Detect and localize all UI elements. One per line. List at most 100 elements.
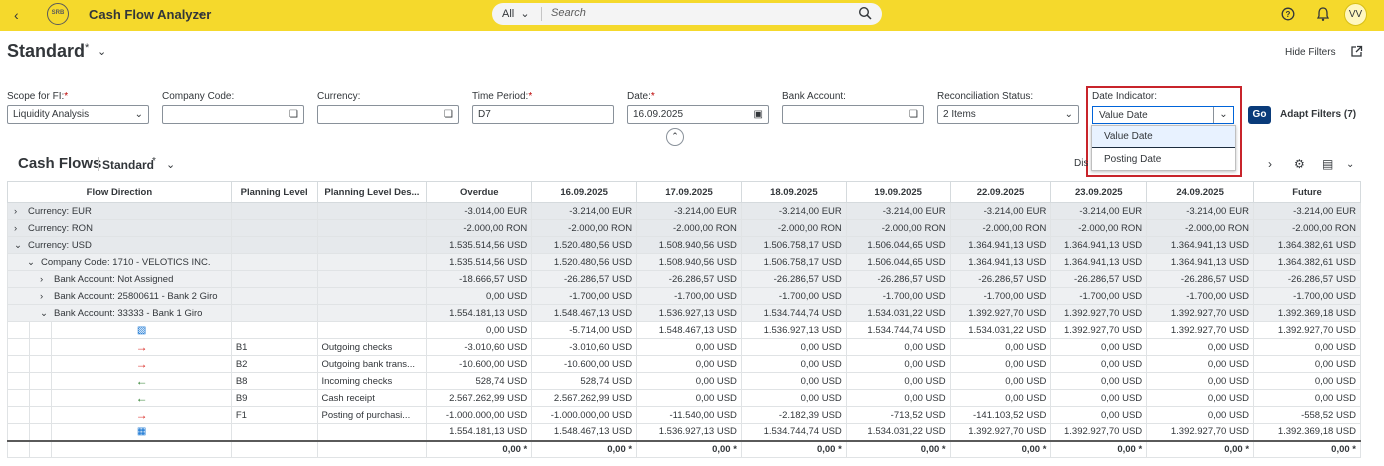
expand-chevron-icon[interactable]: › [14, 222, 18, 234]
amount-cell[interactable]: 0,00 USD [1146, 338, 1255, 356]
amount-cell[interactable]: 0,00 * [949, 439, 1052, 458]
column-header[interactable]: Overdue [426, 181, 533, 203]
amount-cell[interactable]: -3.214,00 EUR [531, 202, 638, 220]
amount-cell[interactable]: -1.700,00 USD [636, 287, 742, 305]
search-icon[interactable] [858, 6, 872, 20]
table-row[interactable]: ▧ 0,00 USD -5.714,00 USD 1.548.467,13 USD 1.… [6, 321, 1361, 339]
amount-cell[interactable]: 0,00 * [531, 439, 638, 458]
amount-cell[interactable]: -26.286,57 USD [1146, 270, 1255, 288]
calendar-icon[interactable]: ▣ [753, 109, 763, 120]
amount-cell[interactable]: -1.700,00 USD [740, 287, 847, 305]
amount-cell[interactable]: 0,00 USD [1050, 355, 1148, 373]
amount-cell[interactable]: 0,00 USD [1050, 389, 1148, 407]
amount-cell[interactable]: -1.700,00 USD [1050, 287, 1148, 305]
amount-cell[interactable]: 528,74 USD [426, 372, 533, 390]
time-period-input[interactable]: D7 [472, 105, 614, 124]
amount-cell[interactable]: -2.000,00 RON [426, 219, 533, 237]
amount-cell[interactable]: 1.392.927,70 USD [1146, 304, 1255, 322]
amount-cell[interactable]: 1.520.480,56 USD [531, 253, 638, 271]
amount-cell[interactable]: 1.520.480,56 USD [531, 236, 638, 254]
amount-cell[interactable]: 0,00 USD [426, 321, 533, 339]
settings-gear-icon[interactable]: ⚙ [1294, 157, 1305, 171]
expand-chevron-icon[interactable]: › [14, 205, 18, 217]
amount-cell[interactable]: 0,00 USD [1146, 355, 1255, 373]
table-variant-chevron-down-icon[interactable]: ⌄ [166, 159, 176, 171]
amount-cell[interactable]: -26.286,57 USD [845, 270, 951, 288]
amount-cell[interactable]: 528,74 USD [531, 372, 638, 390]
amount-cell[interactable]: 0,00 USD [845, 338, 951, 356]
hide-filters-button[interactable]: Hide Filters [1285, 47, 1336, 58]
amount-cell[interactable]: 0,00 USD [949, 355, 1052, 373]
amount-cell[interactable]: -558,52 USD [1253, 406, 1361, 424]
amount-cell[interactable]: 1.535.514,56 USD [426, 236, 533, 254]
amount-cell[interactable]: -3.214,00 EUR [1050, 202, 1148, 220]
column-header[interactable]: 18.09.2025 [740, 181, 847, 203]
amount-cell[interactable]: 1.548.467,13 USD [531, 423, 638, 441]
amount-cell[interactable]: -3.214,00 EUR [949, 202, 1052, 220]
bank-account-input[interactable]: ❏ [782, 105, 924, 124]
page-variant-title[interactable]: Standard [7, 41, 86, 61]
amount-cell[interactable]: 1.392.927,70 USD [1253, 321, 1361, 339]
amount-cell[interactable]: 0,00 USD [636, 372, 742, 390]
amount-cell[interactable]: -3.214,00 EUR [845, 202, 951, 220]
amount-cell[interactable]: -2.000,00 RON [740, 219, 847, 237]
amount-cell[interactable]: 0,00 USD [636, 355, 742, 373]
amount-cell[interactable]: 0,00 USD [1253, 338, 1361, 356]
amount-cell[interactable]: 0,00 USD [949, 389, 1052, 407]
amount-cell[interactable]: 1.536.927,13 USD [636, 423, 742, 441]
amount-cell[interactable]: -1.000.000,00 USD [531, 406, 638, 424]
amount-cell[interactable]: 1.548.467,13 USD [636, 321, 742, 339]
app-title[interactable]: Cash Flow Analyzer [89, 7, 212, 22]
next-period-icon[interactable]: › [1268, 157, 1272, 171]
amount-cell[interactable]: -3.214,00 EUR [740, 202, 847, 220]
amount-cell[interactable]: 1.548.467,13 USD [531, 304, 638, 322]
option-posting-date[interactable]: Posting Date [1104, 154, 1162, 165]
table-row[interactable]: ▦ 1.554.181,13 USD 1.548.467,13 USD 1.536.9… [6, 423, 1361, 441]
amount-cell[interactable]: -5.714,00 USD [531, 321, 638, 339]
amount-cell[interactable]: -18.666,57 USD [426, 270, 533, 288]
amount-cell[interactable]: -2.182,39 USD [740, 406, 847, 424]
collapse-chevron-icon[interactable]: ⌄ [14, 239, 22, 251]
variant-chevron-down-icon[interactable]: ⌄ [97, 46, 107, 58]
search-input[interactable]: Search [551, 7, 586, 19]
amount-cell[interactable]: -10.600,00 USD [426, 355, 533, 373]
amount-cell[interactable]: 0,00 USD [845, 355, 951, 373]
amount-cell[interactable]: -3.214,00 EUR [1146, 202, 1255, 220]
amount-cell[interactable]: -11.540,00 USD [636, 406, 742, 424]
amount-cell[interactable]: 1.506.044,65 USD [845, 253, 951, 271]
help-icon[interactable]: ? [1281, 7, 1295, 21]
amount-cell[interactable]: 0,00 USD [1253, 389, 1361, 407]
amount-cell[interactable]: 0,00 USD [636, 389, 742, 407]
table-row[interactable]: ← B8 Incoming checks 528,74 USD 528,74 USD 0,… [6, 372, 1361, 390]
amount-cell[interactable]: -2.000,00 RON [845, 219, 951, 237]
amount-cell[interactable]: -1.700,00 USD [1146, 287, 1255, 305]
amount-cell[interactable]: 0,00 USD [1050, 406, 1148, 424]
amount-cell[interactable]: 1.364.941,13 USD [1050, 253, 1148, 271]
search-scope-select[interactable]: All ⌄ [502, 8, 530, 20]
amount-cell[interactable]: 1.364.941,13 USD [949, 253, 1052, 271]
value-help-icon[interactable]: ❏ [289, 109, 298, 120]
go-button[interactable]: Go [1248, 106, 1271, 124]
table-variant-select[interactable]: Standard [102, 158, 155, 172]
amount-cell[interactable]: 1.536.927,13 USD [636, 304, 742, 322]
notification-bell-icon[interactable] [1316, 6, 1330, 22]
amount-cell[interactable]: -713,52 USD [845, 406, 951, 424]
amount-cell[interactable]: -3.010,60 USD [531, 338, 638, 356]
amount-cell[interactable]: 0,00 * [1050, 439, 1148, 458]
adapt-filters-button[interactable]: Adapt Filters (7) [1280, 109, 1357, 120]
amount-cell[interactable]: -3.010,60 USD [426, 338, 533, 356]
collapse-chevron-icon[interactable]: ⌄ [40, 307, 48, 319]
column-header[interactable]: Future [1253, 181, 1361, 203]
amount-cell[interactable]: 1.506.758,17 USD [740, 236, 847, 254]
group-label-cell[interactable]: ⌄ Currency: USD [7, 236, 232, 254]
amount-cell[interactable]: -26.286,57 USD [636, 270, 742, 288]
date-indicator-select[interactable]: Value Date ⌄ [1092, 106, 1234, 124]
amount-cell[interactable]: 1.392.927,70 USD [949, 423, 1052, 441]
group-row[interactable]: › Bank Account: Not Assigned -18.666,57 US… [7, 270, 1361, 288]
amount-cell[interactable]: -2.000,00 RON [1253, 219, 1361, 237]
amount-cell[interactable]: 0,00 USD [845, 389, 951, 407]
amount-cell[interactable]: 1.392.927,70 USD [1146, 321, 1255, 339]
amount-cell[interactable]: 0,00 USD [1050, 372, 1148, 390]
amount-cell[interactable]: 1.392.369,18 USD [1253, 423, 1361, 441]
group-row[interactable]: ⌄ Company Code: 1710 - VELOTICS INC. 1.535… [7, 253, 1361, 271]
